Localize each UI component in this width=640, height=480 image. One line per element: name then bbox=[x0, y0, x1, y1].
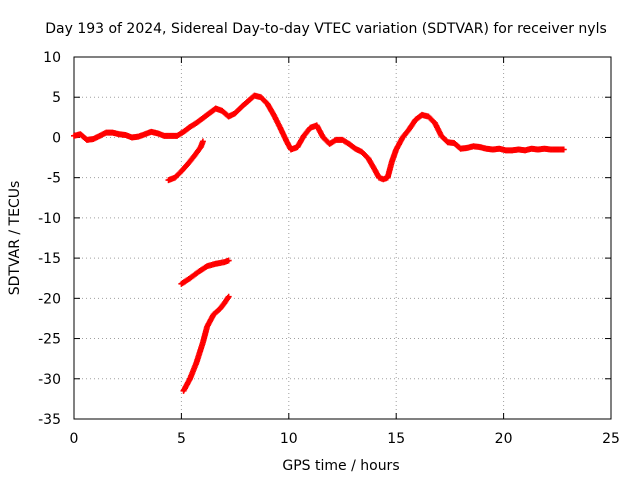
y-tick-label: 0 bbox=[52, 130, 61, 146]
x-tick-label: 15 bbox=[387, 431, 405, 447]
plot-frame bbox=[73, 56, 612, 420]
y-tick-labels: 10 5 0 -5 -10 -15 -20 -25 -30 -35 bbox=[38, 50, 61, 428]
series-arc-2 bbox=[178, 257, 232, 287]
x-tick-labels: 0 5 10 15 20 25 bbox=[70, 431, 620, 447]
data-point bbox=[225, 257, 232, 264]
y-tick-label: -25 bbox=[38, 332, 61, 348]
y-tick-label: 5 bbox=[52, 90, 61, 106]
y-tick-label: -30 bbox=[38, 372, 61, 388]
data-point bbox=[225, 293, 232, 300]
x-tick-label: 0 bbox=[70, 431, 79, 447]
x-axis-label: GPS time / hours bbox=[282, 458, 399, 474]
grid-lines bbox=[74, 57, 611, 419]
x-tick-label: 5 bbox=[177, 431, 186, 447]
series-main bbox=[71, 92, 567, 183]
data-point bbox=[560, 146, 567, 153]
data-series bbox=[71, 92, 567, 394]
axis-ticks bbox=[73, 56, 612, 420]
y-tick-label: -5 bbox=[47, 171, 61, 187]
y-tick-label: -20 bbox=[38, 291, 61, 307]
y-tick-label: 10 bbox=[43, 50, 61, 66]
y-axis-label: SDTVAR / TECUs bbox=[7, 181, 23, 296]
series-arc-1 bbox=[165, 138, 206, 184]
x-tick-label: 25 bbox=[602, 431, 620, 447]
y-tick-label: -35 bbox=[38, 412, 61, 428]
x-tick-label: 20 bbox=[495, 431, 513, 447]
y-tick-label: -15 bbox=[38, 251, 61, 267]
y-tick-label: -10 bbox=[38, 211, 61, 227]
chart-title: Day 193 of 2024, Sidereal Day-to-day VTE… bbox=[45, 21, 607, 37]
series-arc-3 bbox=[180, 293, 232, 394]
x-tick-label: 10 bbox=[280, 431, 298, 447]
data-point bbox=[199, 138, 206, 145]
